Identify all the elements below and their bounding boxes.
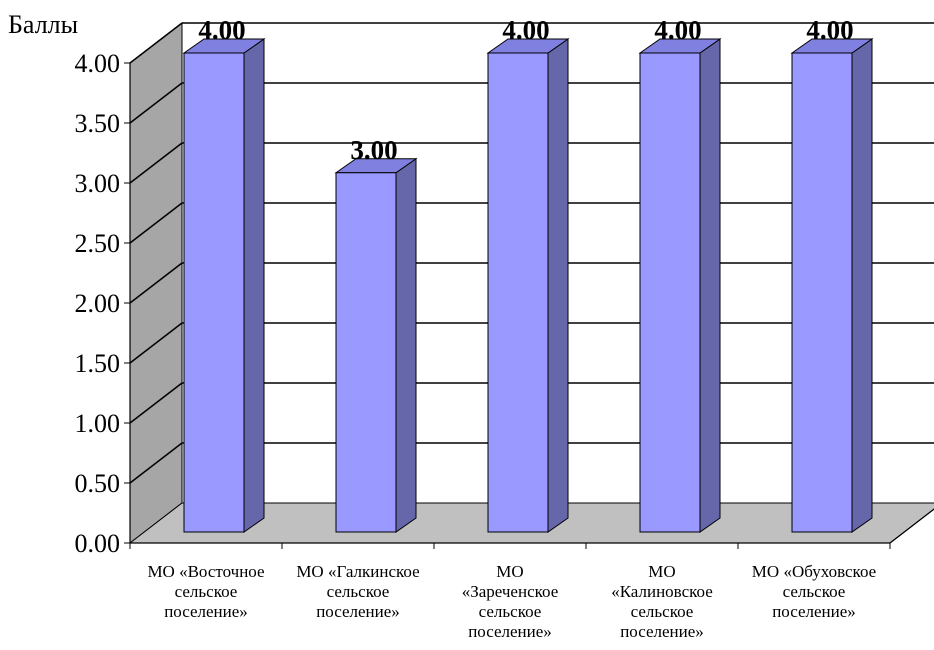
category-label: МО «Восточное сельское поселение» [147,562,264,621]
data-label: 4.00 [654,15,701,45]
category-label: МО «Галкинское сельское поселение» [296,562,419,621]
data-label: 4.00 [502,15,549,45]
category-label-line: поселение» [316,602,400,621]
category-label-line: «Зареченское [462,582,559,601]
data-labels: 4.00 3.00 4.00 4.00 4.00 [198,15,853,165]
gridline-diag [129,142,183,184]
y-tick-label: 2.00 [75,289,121,318]
category-label: МО «Зареченское сельское поселение» [462,562,559,641]
y-tick-label: 3.00 [75,169,121,198]
gridline-diag [129,322,183,364]
y-tick-label: 2.50 [75,229,121,258]
bar [638,38,722,533]
y-tick-label: 0.00 [75,529,121,558]
y-axis-label: Баллы [8,10,78,39]
gridline-diag [129,82,183,124]
bar-side [851,38,873,533]
category-label: МО «Обуховское сельское поселение» [752,562,876,621]
bar-side [547,38,569,533]
bars [182,38,874,533]
gridline-diag [129,262,183,304]
category-label-line: поселение» [164,602,248,621]
data-label: 4.00 [806,15,853,45]
floor-edge [889,508,934,544]
category-label-line: сельское [479,602,542,621]
category-label-line: сельское [327,582,390,601]
gridline-diag [129,382,183,424]
category-label-line: поселение» [620,622,704,641]
gridline-diag [129,22,183,64]
category-label-line: МО «Восточное [147,562,264,581]
data-label: 4.00 [198,15,245,45]
category-label-line: «Калиновское [611,582,713,601]
bar-front [639,52,701,533]
category-label-line: сельское [175,582,238,601]
y-tick-label: 1.50 [75,349,121,378]
bar-front [487,52,549,533]
bar [486,38,570,533]
category-label-line: сельское [631,602,694,621]
category-label-line: МО «Галкинское [296,562,419,581]
category-label-line: поселение» [468,622,552,641]
bar [182,38,266,533]
bar-side [395,157,417,533]
bar [334,157,418,533]
y-tick-label: 1.00 [75,409,121,438]
bar-front [183,52,245,533]
category-label-line: МО «Обуховское [752,562,876,581]
bar-front [335,172,397,533]
category-label: МО «Калиновское сельское поселение» [611,562,713,641]
category-label-line: МО [496,562,523,581]
bar-front [791,52,853,533]
data-label: 3.00 [350,135,397,165]
gridline-diag [129,442,183,484]
category-labels: МО «Восточное сельское поселение»МО «Галки… [147,562,876,641]
bar [790,38,874,533]
bar-side [243,38,265,533]
gridline-diag [129,202,183,244]
category-label-line: МО [648,562,675,581]
y-tick-label: 0.50 [75,469,121,498]
category-label-line: сельское [783,582,846,601]
y-tick-label: 3.50 [75,109,121,138]
y-tick-labels: 0.00 0.50 1.00 1.50 2.00 2.50 3.00 3.50 4.00 [75,49,130,558]
y-tick-label: 4.00 [75,49,121,78]
bar-side [699,38,721,533]
category-label-line: поселение» [772,602,856,621]
